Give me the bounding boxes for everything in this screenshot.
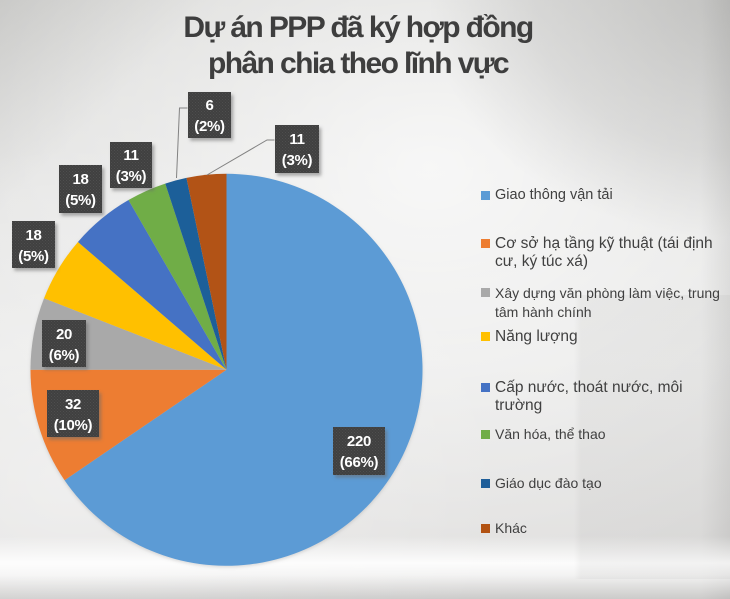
svg-text:18: 18 [25,227,41,244]
svg-text:(5%): (5%) [65,192,96,209]
svg-text:220: 220 [347,433,371,450]
svg-text:(6%): (6%) [49,347,80,364]
svg-text:11: 11 [123,147,138,164]
svg-text:(10%): (10%) [54,417,93,434]
svg-text:11: 11 [289,131,304,148]
svg-text:20: 20 [56,326,72,343]
svg-text:18: 18 [72,171,88,188]
svg-text:6: 6 [205,97,213,114]
svg-text:32: 32 [65,396,81,413]
svg-text:(5%): (5%) [18,248,49,265]
svg-text:(2%): (2%) [194,118,225,135]
svg-text:(3%): (3%) [282,152,313,169]
svg-text:(66%): (66%) [340,454,379,471]
svg-text:(3%): (3%) [116,168,147,185]
